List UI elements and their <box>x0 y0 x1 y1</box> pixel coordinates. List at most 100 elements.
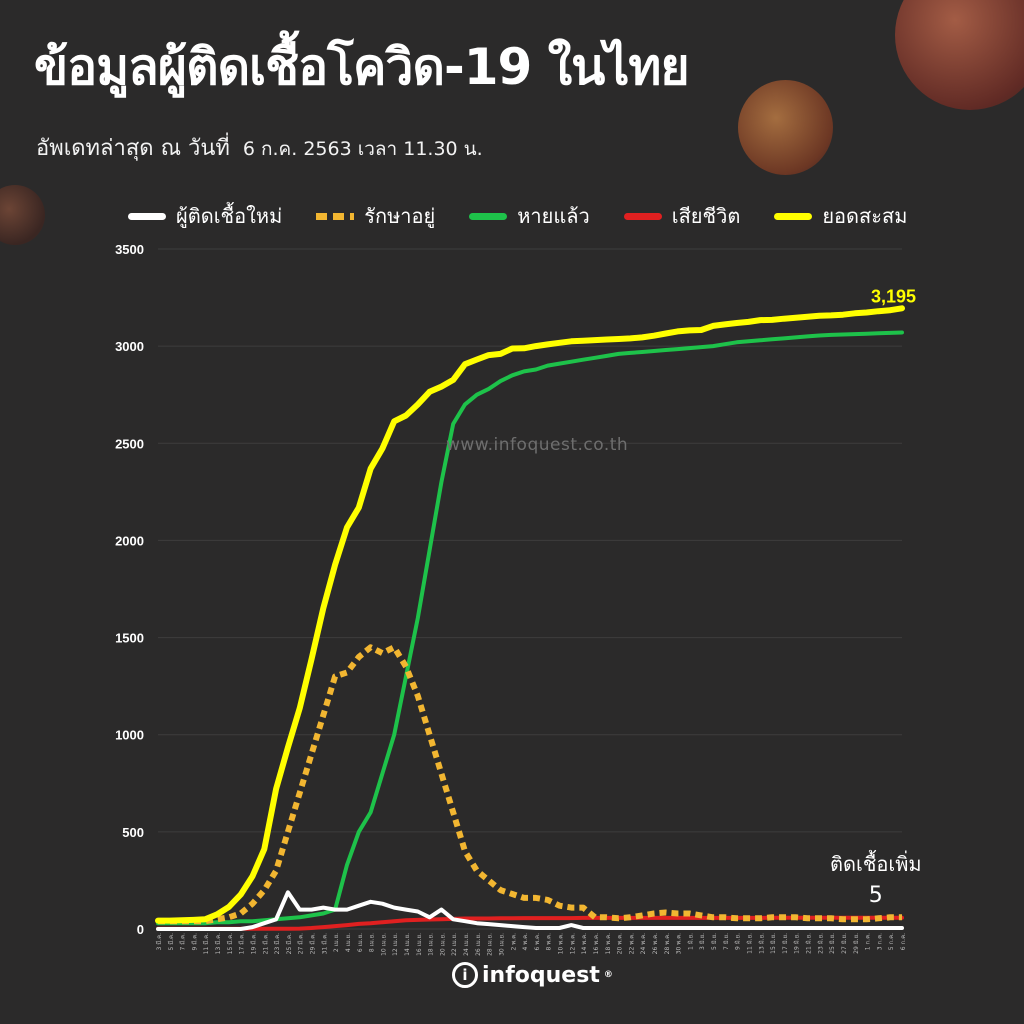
x-tick-label: 10 พ.ค. <box>558 933 565 954</box>
y-tick-label: 1500 <box>115 631 144 646</box>
x-tick-label: 14 เม.ย. <box>404 933 411 956</box>
series-line-cumulative <box>155 305 905 924</box>
x-tick-label: 29 มี.ค. <box>309 933 317 954</box>
cumulative-end-label: 3,195 <box>871 286 916 306</box>
legend-item-active: รักษาอยู่ <box>316 200 435 232</box>
x-tick-label: 6 เม.ย. <box>357 933 364 952</box>
x-tick-label: 3 ก.ค. <box>876 933 883 950</box>
update-value: 6 ก.ค. 2563 เวลา 11.30 น. <box>242 138 483 160</box>
x-tick-label: 28 เม.ย. <box>487 933 494 956</box>
x-tick-label: 15 มิ.ย. <box>770 933 777 954</box>
x-tick-label: 2 เม.ย. <box>333 933 340 952</box>
x-tick-label: 7 มี.ค. <box>179 933 187 951</box>
x-tick-label: 28 พ.ค. <box>664 933 671 954</box>
x-tick-label: 29 มิ.ย. <box>853 933 860 954</box>
y-tick-label: 2500 <box>115 436 144 451</box>
infoquest-logo: i infoquest ® <box>452 962 613 988</box>
legend-swatch-deaths <box>623 212 662 220</box>
x-tick-label: 5 มิ.ย. <box>711 933 718 950</box>
x-tick-label: 21 มิ.ย. <box>806 933 813 954</box>
watermark: www.infoquest.co.th <box>446 435 629 455</box>
x-tick-label: 18 พ.ค. <box>605 933 612 954</box>
x-tick-label: 15 มี.ค. <box>226 933 234 954</box>
x-tick-label: 11 มี.ค. <box>202 933 210 954</box>
y-tick-label: 0 <box>137 922 144 937</box>
chart-legend: ผู้ติดเชื้อใหม่ รักษาอยู่ หายแล้ว เสียชี… <box>128 200 907 232</box>
x-tick-label: 12 พ.ค. <box>569 933 576 954</box>
page-title: ข้อมูลผู้ติดเชื้อโควิด-19 ในไทย <box>34 38 690 96</box>
x-tick-label: 6 พ.ค. <box>534 933 541 951</box>
legend-item-new: ผู้ติดเชื้อใหม่ <box>128 200 282 232</box>
x-tick-label: 4 เม.ย. <box>345 933 352 952</box>
x-tick-label: 17 มี.ค. <box>238 933 246 954</box>
x-tick-label: 18 เม.ย. <box>428 933 435 956</box>
x-tick-label: 12 เม.ย. <box>392 933 399 956</box>
x-tick-label: 3 มี.ค. <box>155 933 163 951</box>
legend-item-cumulative: ยอดสะสม <box>774 200 907 232</box>
legend-item-deaths: เสียชีวิต <box>623 200 741 232</box>
x-tick-label: 27 มิ.ย. <box>841 933 848 954</box>
series-line-recovered <box>156 330 904 926</box>
x-tick-label: 19 มี.ค. <box>249 933 257 954</box>
legend-label-deaths: เสียชีวิต <box>671 204 741 228</box>
legend-swatch-active <box>316 212 355 220</box>
series-line-deaths <box>156 915 904 931</box>
x-tick-label: 20 เม.ย. <box>439 933 446 956</box>
x-tick-label: 6 ก.ค. <box>900 933 907 950</box>
x-tick-label: 1 ก.ค. <box>865 933 872 950</box>
x-tick-label: 1 มิ.ย. <box>687 933 694 950</box>
x-tick-label: 19 มิ.ย. <box>794 933 801 954</box>
x-tick-label: 22 พ.ค. <box>628 933 635 954</box>
legend-label-active: รักษาอยู่ <box>364 204 436 228</box>
x-tick-label: 5 มี.ค. <box>167 933 175 951</box>
new-cases-label: ติดเชื้อเพิ่ม <box>830 852 922 876</box>
x-tick-label: 25 มิ.ย. <box>829 933 836 954</box>
y-tick-label: 1000 <box>115 728 144 743</box>
y-tick-label: 2000 <box>115 533 144 548</box>
x-tick-label: 31 มี.ค. <box>320 933 328 954</box>
y-tick-label: 500 <box>122 825 144 840</box>
legend-label-recovered: หายแล้ว <box>517 204 590 228</box>
new-cases-value: 5 <box>868 883 883 908</box>
update-timestamp: อัพเดทล่าสุด ณ วันที่ 6 ก.ค. 2563 เวลา 1… <box>36 130 483 165</box>
x-tick-label: 2 พ.ค. <box>510 933 517 951</box>
x-tick-label: 11 มิ.ย. <box>746 933 753 954</box>
x-tick-label: 24 พ.ค. <box>640 933 647 954</box>
x-tick-label: 20 พ.ค. <box>617 933 624 954</box>
x-tick-label: 24 เม.ย. <box>463 933 470 956</box>
x-tick-label: 17 มิ.ย. <box>782 933 789 954</box>
x-tick-label: 4 พ.ค. <box>522 933 529 951</box>
legend-swatch-recovered <box>469 212 508 220</box>
x-tick-label: 13 มิ.ย. <box>758 933 765 954</box>
y-tick-label: 3000 <box>115 339 144 354</box>
logo-text: infoquest <box>482 962 600 988</box>
x-tick-label: 22 เม.ย. <box>451 933 458 956</box>
update-label: อัพเดทล่าสุด ณ วันที่ <box>36 136 230 161</box>
x-tick-label: 16 เม.ย. <box>416 933 423 956</box>
x-tick-label: 30 พ.ค. <box>676 933 683 954</box>
x-tick-label: 8 พ.ค. <box>546 933 553 951</box>
x-tick-label: 10 เม.ย. <box>380 933 387 956</box>
x-tick-label: 14 พ.ค. <box>581 933 588 954</box>
legend-swatch-new <box>128 212 166 220</box>
registered-mark: ® <box>603 970 613 980</box>
virus-decoration-medium <box>738 80 833 175</box>
legend-item-recovered: หายแล้ว <box>469 200 590 232</box>
legend-label-cumulative: ยอดสะสม <box>822 204 908 228</box>
x-tick-label: 9 มิ.ย. <box>735 933 742 950</box>
x-tick-label: 23 มี.ค. <box>273 933 281 954</box>
x-tick-label: 25 มี.ค. <box>285 933 293 954</box>
x-tick-label: 26 พ.ค. <box>652 933 659 954</box>
x-tick-label: 16 พ.ค. <box>593 933 600 954</box>
series-line-active <box>158 644 902 925</box>
x-tick-label: 3 มิ.ย. <box>699 933 706 950</box>
legend-label-new: ผู้ติดเชื้อใหม่ <box>176 204 283 228</box>
x-tick-label: 27 มี.ค. <box>297 933 305 954</box>
x-tick-label: 9 มี.ค. <box>190 933 198 951</box>
x-tick-label: 21 มี.ค. <box>261 933 269 954</box>
x-tick-label: 5 ก.ค. <box>888 933 895 950</box>
new-cases-annotation: ติดเชื้อเพิ่ม 5 <box>830 848 922 912</box>
y-tick-label: 3500 <box>115 242 144 257</box>
x-tick-label: 23 มิ.ย. <box>817 933 824 954</box>
